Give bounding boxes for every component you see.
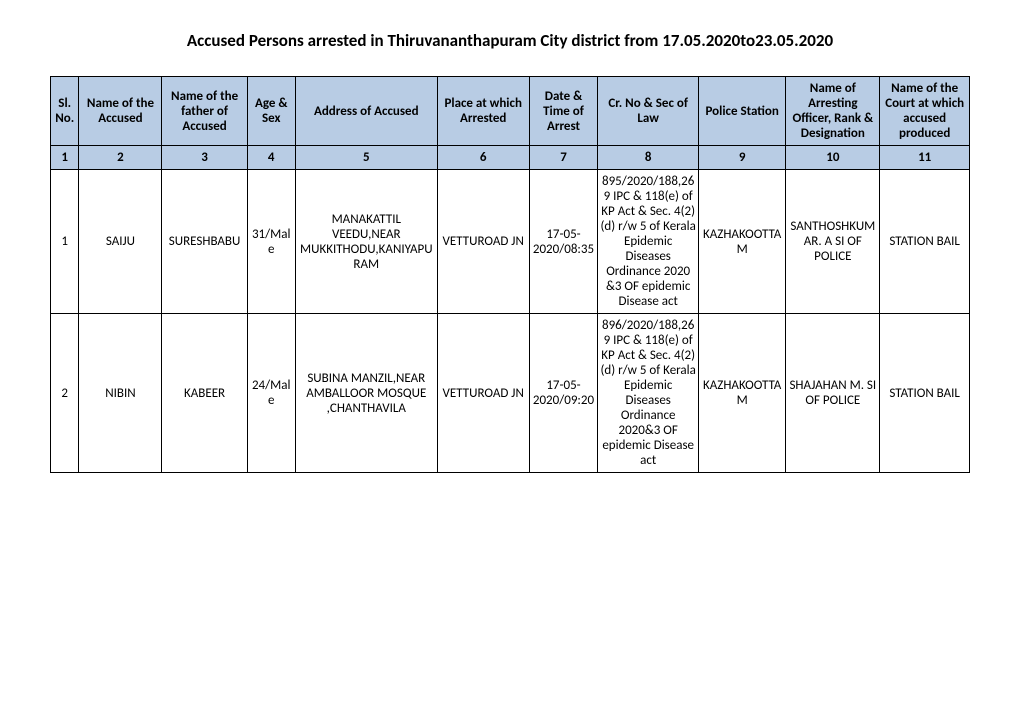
colnum-cell: 11 [880,146,970,170]
header-address: Address of Accused [295,77,437,146]
cell-sl: 1 [51,170,79,314]
header-father: Name of the father of Accused [162,77,247,146]
colnum-cell: 2 [79,146,162,170]
cell-name: NIBIN [79,314,162,473]
table-row: 2 NIBIN KABEER 24/Male SUBINA MANZIL,NEA… [51,314,970,473]
cell-court: STATION BAIL [880,314,970,473]
cell-officer: SHAJAHAN M. SI OF POLICE [786,314,880,473]
page-title: Accused Persons arrested in Thiruvananth… [50,30,970,51]
colnum-cell: 9 [698,146,785,170]
cell-place: VETTUROAD JN [437,170,529,314]
cell-father: KABEER [162,314,247,473]
cell-station: KAZHAKOOTTAM [698,314,785,473]
header-place: Place at which Arrested [437,77,529,146]
arrest-table: Sl. No. Name of the Accused Name of the … [50,76,970,473]
cell-sl: 2 [51,314,79,473]
cell-age: 31/Male [247,170,295,314]
cell-law: 895/2020/188,269 IPC & 118(e) of KP Act … [598,170,699,314]
cell-age: 24/Male [247,314,295,473]
colnum-cell: 6 [437,146,529,170]
cell-name: SAIJU [79,170,162,314]
cell-address: MANAKATTIL VEEDU,NEAR MUKKITHODU,KANIYAP… [295,170,437,314]
table-row: 1 SAIJU SURESHBABU 31/Male MANAKATTIL VE… [51,170,970,314]
header-row: Sl. No. Name of the Accused Name of the … [51,77,970,146]
cell-station: KAZHAKOOTTAM [698,170,785,314]
cell-date: 17-05-2020/08:35 [529,170,598,314]
header-station: Police Station [698,77,785,146]
colnum-cell: 10 [786,146,880,170]
cell-address: SUBINA MANZIL,NEAR AMBALLOOR MOSQUE ,CHA… [295,314,437,473]
cell-father: SURESHBABU [162,170,247,314]
cell-law: 896/2020/188,269 IPC & 118(e) of KP Act … [598,314,699,473]
colnum-cell: 7 [529,146,598,170]
cell-date: 17-05-2020/09:20 [529,314,598,473]
header-name: Name of the Accused [79,77,162,146]
colnum-cell: 3 [162,146,247,170]
header-law: Cr. No & Sec of Law [598,77,699,146]
header-sl: Sl. No. [51,77,79,146]
colnum-cell: 8 [598,146,699,170]
header-court: Name of the Court at which accused produ… [880,77,970,146]
header-date: Date & Time of Arrest [529,77,598,146]
colnum-cell: 4 [247,146,295,170]
header-age: Age & Sex [247,77,295,146]
cell-court: STATION BAIL [880,170,970,314]
column-number-row: 1 2 3 4 5 6 7 8 9 10 11 [51,146,970,170]
colnum-cell: 1 [51,146,79,170]
cell-place: VETTUROAD JN [437,314,529,473]
header-officer: Name of Arresting Officer, Rank & Design… [786,77,880,146]
cell-officer: SANTHOSHKUMAR. A SI OF POLICE [786,170,880,314]
colnum-cell: 5 [295,146,437,170]
